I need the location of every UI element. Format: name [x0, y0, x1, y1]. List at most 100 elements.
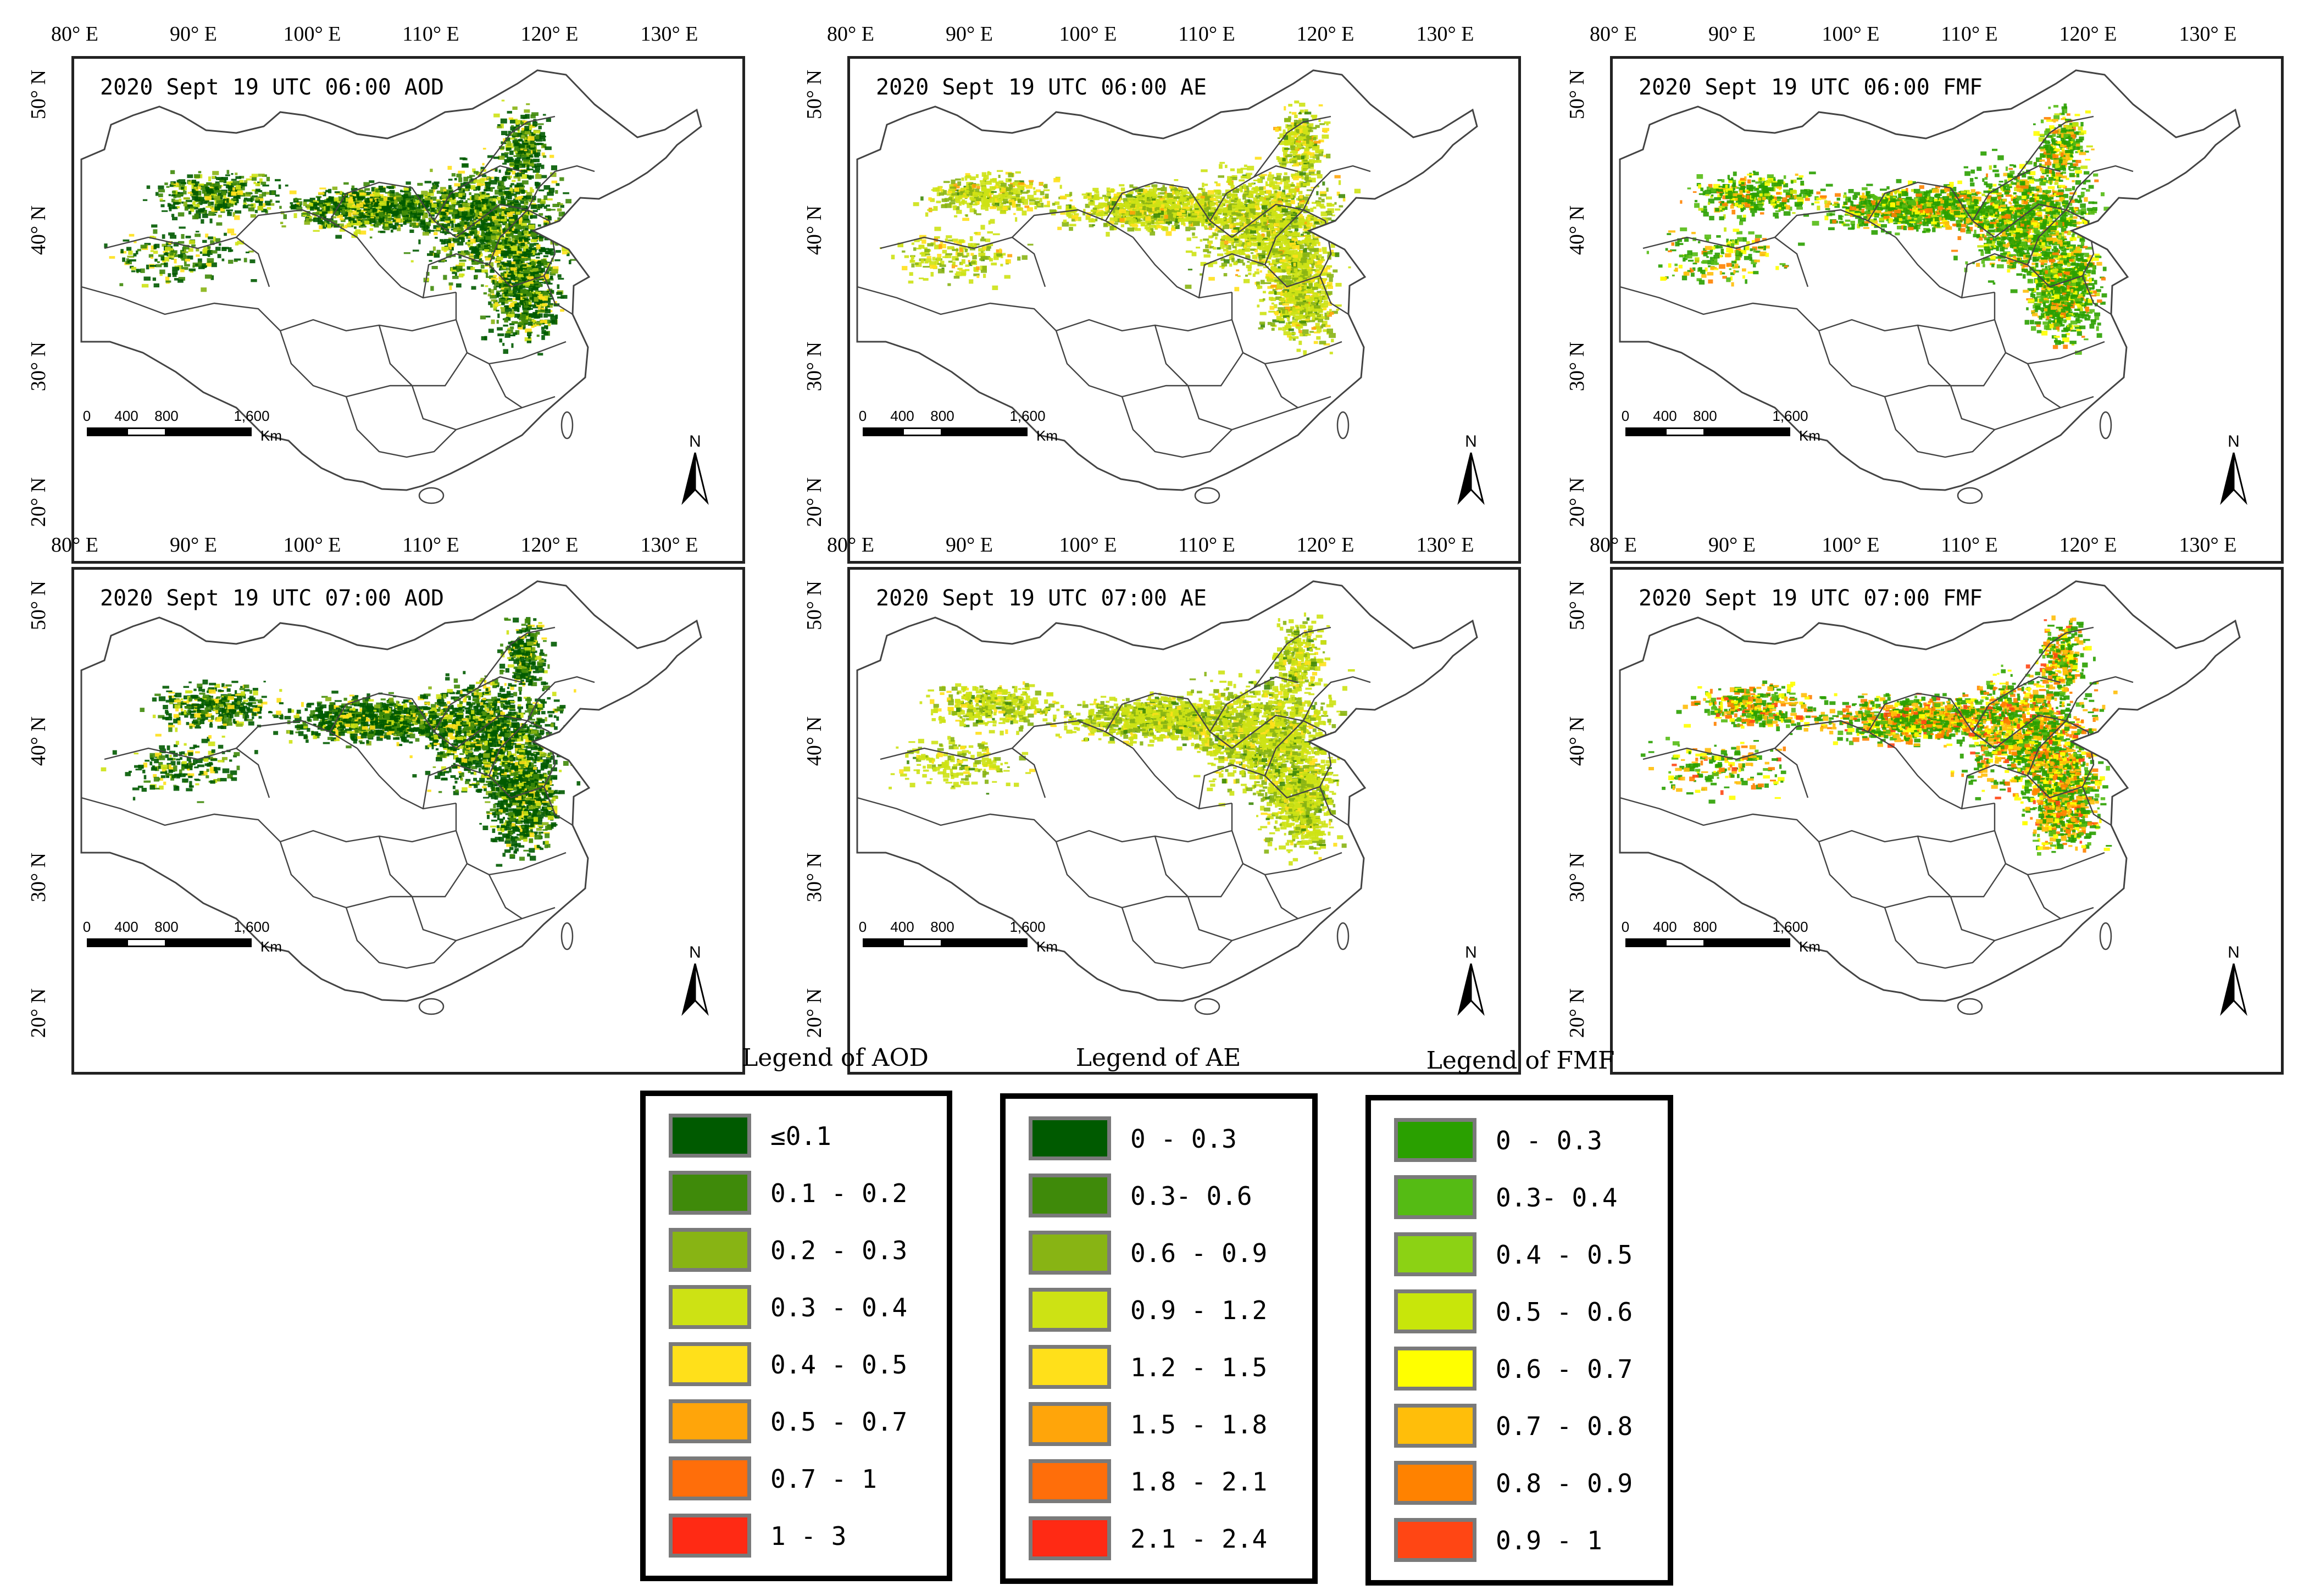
province-boundary	[1961, 764, 2083, 809]
province-boundary	[411, 385, 556, 431]
province-boundary	[456, 203, 550, 238]
province-boundary	[81, 797, 281, 842]
legend-label: 0.1 - 0.2	[770, 1178, 907, 1208]
province-boundary	[1994, 714, 2089, 749]
province-boundary	[357, 237, 457, 299]
legend-label: 1.8 - 2.1	[1130, 1467, 1267, 1497]
hainan-island	[418, 487, 445, 504]
taiwan-island	[1336, 922, 1350, 950]
longitude-label: 90° E	[170, 22, 217, 46]
scale-bar-label: 1,600	[234, 919, 269, 936]
province-boundary	[1895, 237, 1995, 299]
latitude-label: 30° N	[26, 342, 51, 391]
legend-swatch	[1394, 1118, 1476, 1162]
province-boundary	[236, 720, 358, 749]
province-boundary	[478, 115, 556, 177]
province-boundary	[280, 830, 457, 843]
scale-bar: 0 400 800 1,600 Km	[857, 919, 1058, 957]
longitude-label: 120° E	[1297, 533, 1354, 557]
province-boundary	[1121, 396, 1233, 458]
country-boundary	[1619, 580, 2241, 1002]
province-boundary	[2081, 220, 2112, 315]
province-boundary	[1012, 209, 1134, 238]
legend-label: 0.3- 0.4	[1496, 1183, 1618, 1213]
legend-label: 1 - 3	[770, 1521, 846, 1551]
legend-label: 1.5 - 1.8	[1130, 1410, 1267, 1439]
panel-title: 2020 Sept 19 UTC 06:00 FMF	[1639, 75, 1983, 100]
scale-bar-segment	[902, 427, 942, 436]
scale-bar-label: 0	[1622, 408, 1629, 425]
province-boundary	[2027, 720, 2067, 776]
province-boundary	[1302, 165, 1371, 210]
province-boundary	[1642, 747, 1809, 798]
province-boundary	[411, 896, 556, 942]
country-boundary	[856, 580, 1478, 1002]
province-boundary	[1818, 841, 1951, 909]
scale-bar-label: 800	[1693, 919, 1717, 936]
province-boundary	[1231, 803, 1342, 876]
province-boundary	[455, 292, 567, 365]
longitude-label: 100° E	[1822, 22, 1880, 46]
scale-bar-unit: Km	[1799, 427, 1820, 444]
scale-bar-label: 0	[1622, 919, 1629, 936]
legend-label: 0.7 - 1	[770, 1464, 877, 1494]
latitude-label: 50° N	[1565, 581, 1589, 630]
province-boundary	[279, 330, 412, 398]
province-boundary	[1319, 731, 1349, 826]
province-boundary	[543, 731, 573, 826]
china-landmass	[1620, 70, 2240, 490]
longitude-label: 90° E	[1708, 22, 1756, 46]
longitude-label: 130° E	[641, 22, 698, 46]
hainan-island	[418, 998, 445, 1015]
province-boundary	[1774, 720, 1896, 749]
scale-bar-segment	[863, 938, 902, 947]
legend-label: 0 - 0.3	[1130, 1124, 1237, 1154]
legend-swatch	[1029, 1459, 1111, 1503]
province-boundary	[1055, 330, 1188, 398]
province-boundary	[1774, 209, 1896, 238]
legend-swatch	[1029, 1345, 1111, 1389]
legend-swatch	[1029, 1231, 1111, 1275]
province-boundary	[1104, 692, 1233, 749]
longitude-label: 110° E	[1178, 533, 1235, 557]
map-canvas	[1619, 580, 2241, 1015]
province-boundary	[1302, 676, 1371, 721]
province-boundary	[104, 236, 270, 287]
longitude-label: 120° E	[2059, 533, 2117, 557]
longitude-label: 80° E	[827, 533, 874, 557]
legend-label: 0.9 - 1	[1496, 1526, 1602, 1555]
latitude-label: 40° N	[1565, 205, 1589, 255]
legend-label: 0.5 - 0.6	[1496, 1297, 1633, 1327]
latitude-label: 20° N	[26, 988, 51, 1038]
scale-bar-label: 1,600	[1772, 919, 1808, 936]
scale-bar-unit: Km	[1036, 427, 1058, 444]
latitude-label: 20° N	[1565, 988, 1589, 1038]
scale-bar-label: 400	[1653, 919, 1676, 936]
legend-swatch	[669, 1171, 751, 1215]
north-arrow-icon: N	[2217, 943, 2250, 1016]
hainan-island	[1194, 998, 1220, 1015]
scale-bar-label: 1,600	[1772, 408, 1808, 425]
legend-title: Legend of AOD	[742, 1044, 929, 1072]
scale-bar-label: 800	[930, 919, 954, 936]
legend-swatch	[1029, 1516, 1111, 1560]
north-label: N	[1454, 943, 1487, 962]
province-boundary	[1056, 830, 1233, 843]
map-canvas	[1619, 69, 2241, 504]
province-boundary	[1198, 764, 1320, 809]
province-boundary	[329, 181, 457, 238]
longitude-label: 130° E	[1417, 533, 1474, 557]
province-boundary	[1818, 330, 1951, 398]
legend-label: 0.7 - 0.8	[1496, 1411, 1633, 1441]
north-label: N	[679, 943, 712, 962]
scale-bar-segment	[166, 938, 252, 947]
legend-box: ≤0.1 0.1 - 0.2 0.2 - 0.3 0.3 - 0.4 0.4 - 0.5…	[640, 1091, 952, 1581]
legend-box: 0 - 0.3 0.3- 0.6 0.6 - 0.9 0.9 - 1.2 1.2 - 1…	[1000, 1093, 1318, 1584]
latitude-label: 20° N	[802, 988, 826, 1038]
longitude-label: 80° E	[1590, 533, 1637, 557]
scale-bar-label: 1,600	[1009, 408, 1045, 425]
taiwan-island	[560, 411, 574, 440]
province-boundary	[1994, 292, 2105, 365]
province-boundary	[1319, 220, 1349, 315]
legend-swatch	[669, 1456, 751, 1500]
